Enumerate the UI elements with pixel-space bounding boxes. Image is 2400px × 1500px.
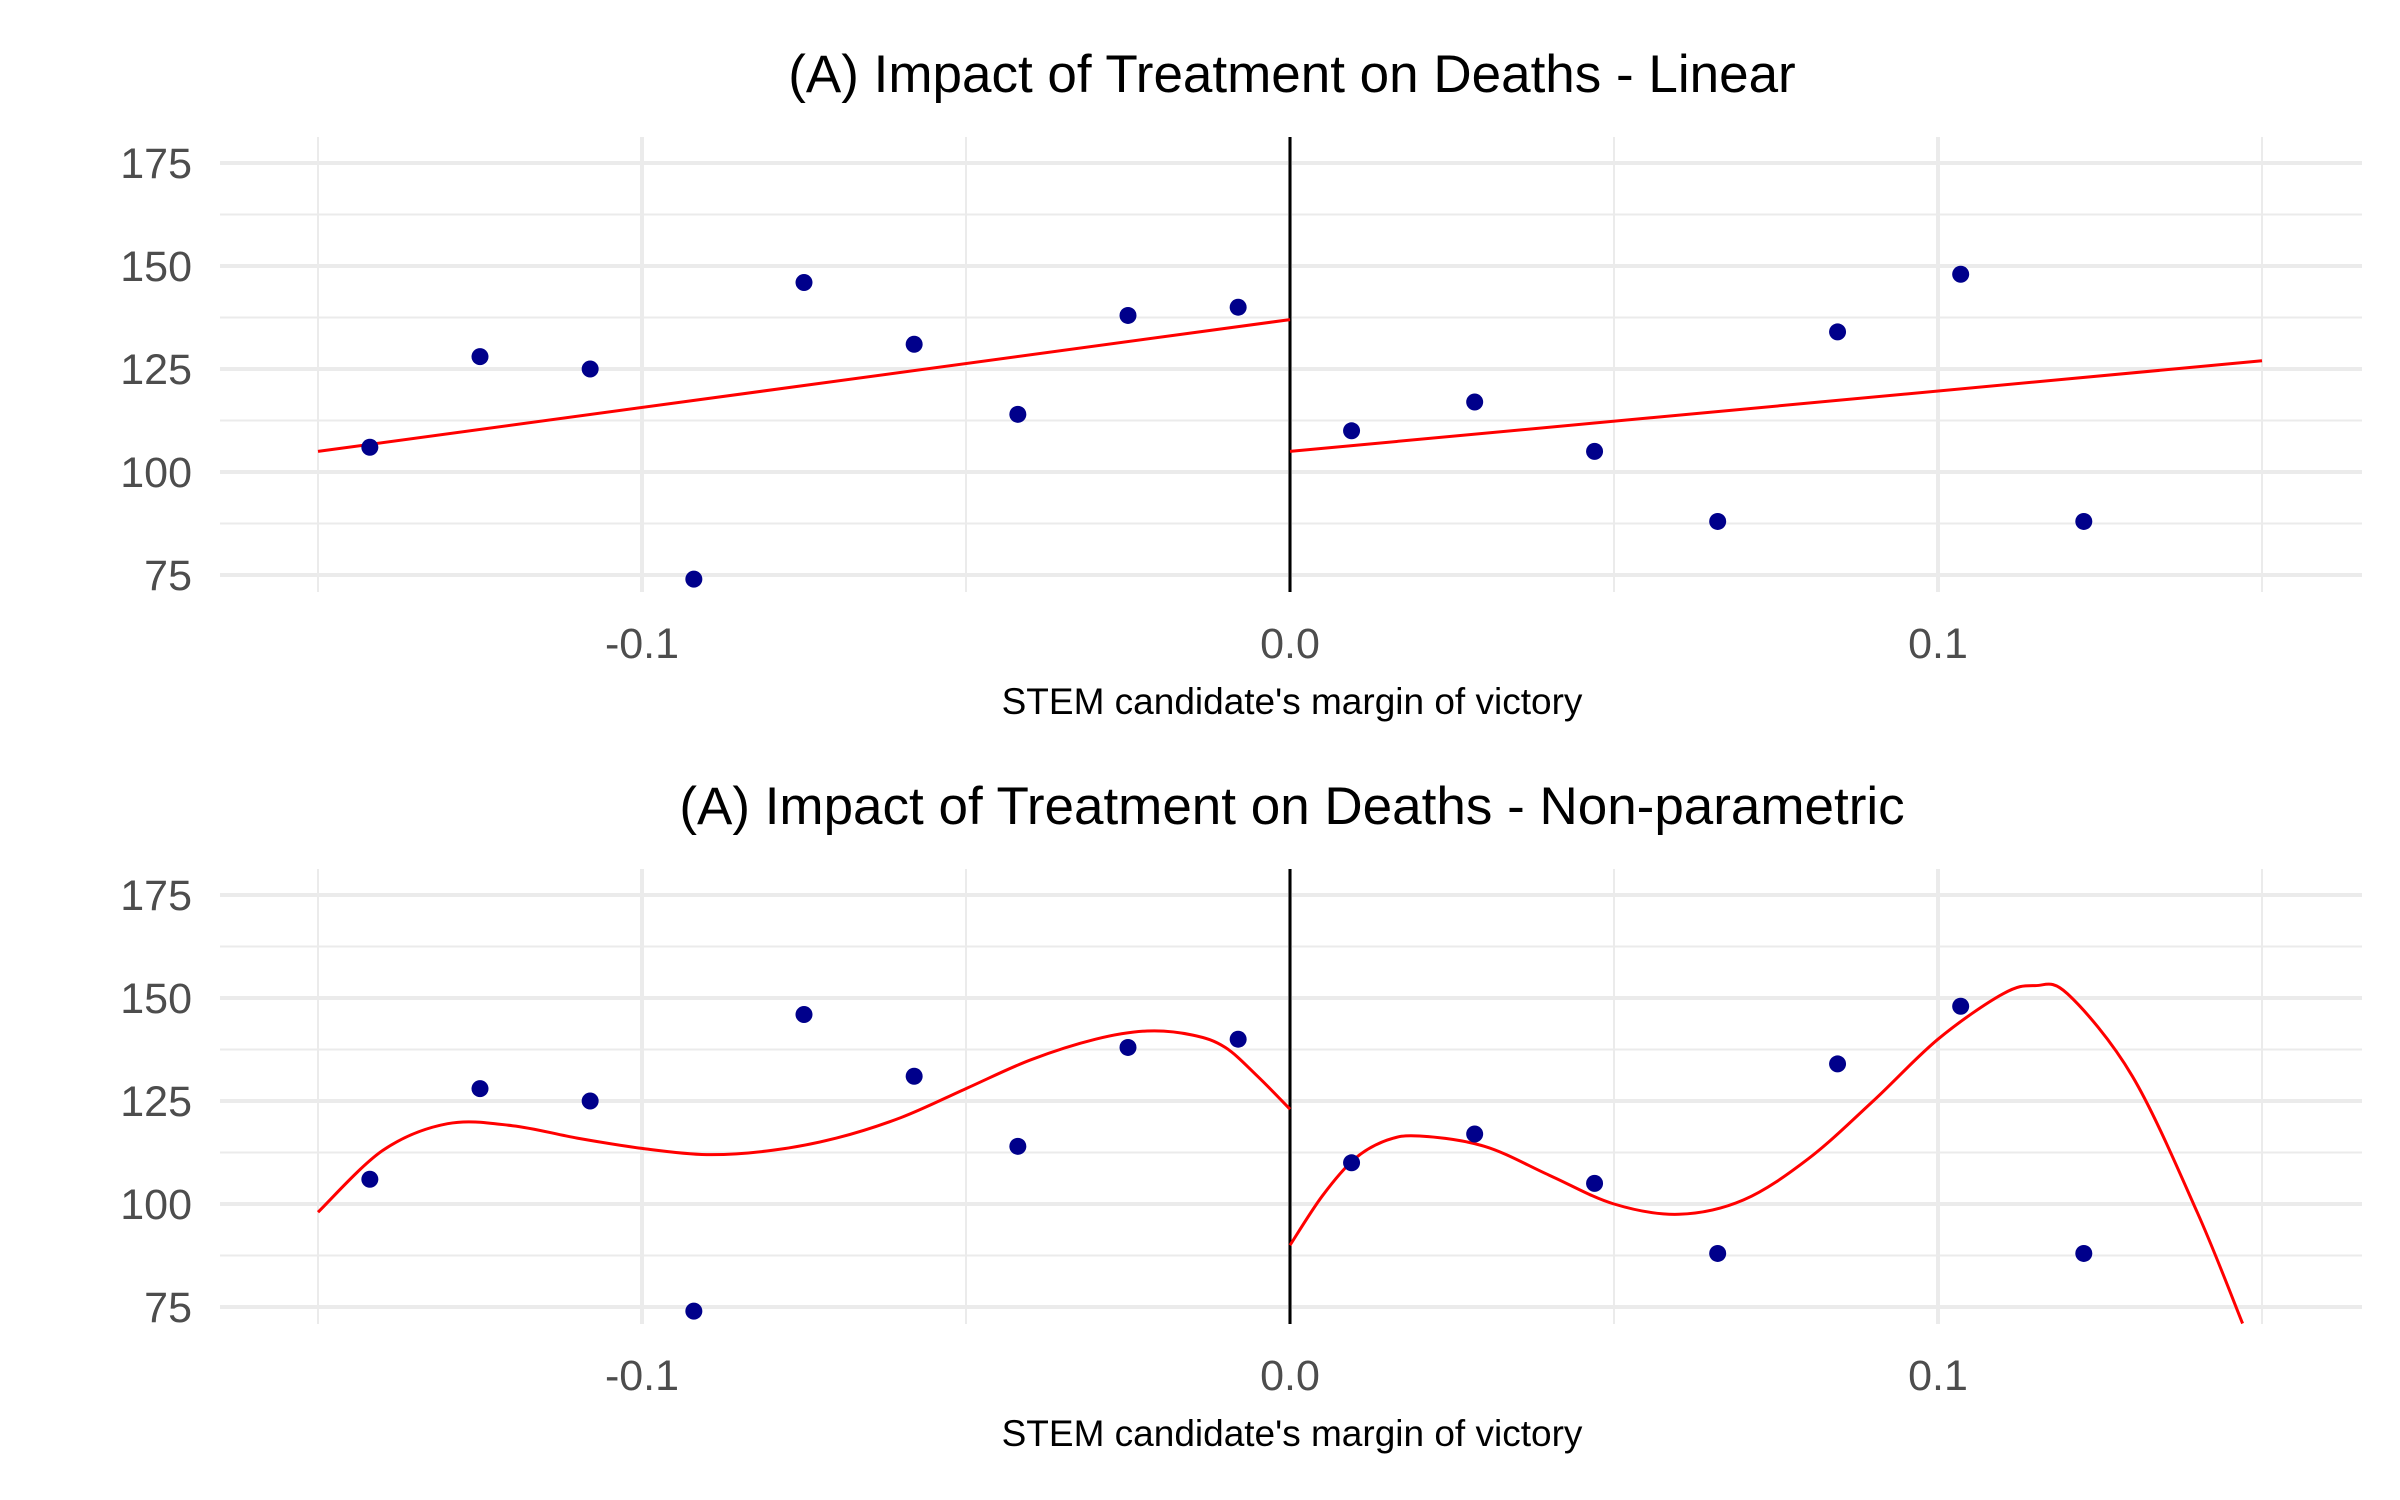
data-point bbox=[1466, 1125, 1484, 1143]
data-point bbox=[685, 1302, 703, 1320]
x-tick-label: -0.1 bbox=[605, 1352, 679, 1400]
data-point bbox=[1952, 997, 1970, 1015]
y-tick-label: 125 bbox=[120, 346, 192, 394]
plot-area: 75 100 125 150 175 -0.1 0.0 0.1 bbox=[120, 137, 2362, 668]
chart-title: (A) Impact of Treatment on Deaths - Non-… bbox=[679, 777, 1904, 836]
x-axis-label: STEM candidate's margin of victory bbox=[1002, 1413, 1583, 1454]
chart-panel-linear: (A) Impact of Treatment on Deaths - Line… bbox=[120, 45, 2362, 722]
data-point bbox=[1586, 1174, 1604, 1192]
fit-line-right bbox=[1289, 359, 2263, 453]
data-point bbox=[581, 360, 599, 378]
y-tick-label: 175 bbox=[120, 140, 192, 188]
data-point bbox=[361, 438, 379, 456]
x-tick-label: -0.1 bbox=[605, 620, 679, 668]
x-tick-label: 0.1 bbox=[1908, 1352, 1968, 1400]
x-axis-label: STEM candidate's margin of victory bbox=[1002, 681, 1583, 722]
data-point bbox=[1466, 393, 1484, 411]
data-point bbox=[1709, 512, 1727, 530]
data-point bbox=[1009, 1137, 1027, 1155]
data-point bbox=[1709, 1244, 1727, 1262]
data-point bbox=[1829, 323, 1847, 341]
data-point bbox=[471, 1080, 489, 1098]
fit-line-right bbox=[1288, 982, 2244, 1325]
y-tick-label: 125 bbox=[120, 1078, 192, 1126]
fit-line-left bbox=[317, 318, 1291, 453]
y-tick-label: 150 bbox=[120, 975, 192, 1023]
plot-area: 75 100 125 150 175 -0.1 0.0 0.1 bbox=[120, 869, 2362, 1400]
data-point bbox=[1829, 1055, 1847, 1073]
data-point bbox=[1586, 442, 1604, 460]
data-point bbox=[2075, 1244, 2093, 1262]
chart-panel-non-parametric: (A) Impact of Treatment on Deaths - Non-… bbox=[120, 777, 2362, 1454]
data-point bbox=[2075, 512, 2093, 530]
data-point bbox=[1952, 265, 1970, 283]
data-point bbox=[795, 273, 813, 291]
y-tick-label: 150 bbox=[120, 243, 192, 291]
data-point bbox=[1119, 306, 1137, 324]
y-tick-label: 100 bbox=[120, 1181, 192, 1229]
data-point bbox=[1229, 1030, 1247, 1048]
data-point bbox=[1009, 405, 1027, 423]
y-tick-label: 75 bbox=[144, 1284, 192, 1332]
chart-title: (A) Impact of Treatment on Deaths - Line… bbox=[788, 45, 1795, 104]
x-tick-label: 0.0 bbox=[1260, 620, 1320, 668]
data-point bbox=[905, 1067, 923, 1085]
data-point bbox=[1229, 298, 1247, 316]
y-tick-label: 100 bbox=[120, 449, 192, 497]
data-point bbox=[905, 335, 923, 353]
data-point bbox=[1343, 422, 1361, 440]
data-point bbox=[361, 1170, 379, 1188]
x-tick-label: 0.0 bbox=[1260, 1352, 1320, 1400]
y-tick-label: 75 bbox=[144, 552, 192, 600]
data-point bbox=[685, 570, 703, 588]
y-tick-label: 175 bbox=[120, 872, 192, 920]
data-point bbox=[795, 1005, 813, 1023]
x-tick-label: 0.1 bbox=[1908, 620, 1968, 668]
data-point bbox=[1343, 1154, 1361, 1172]
data-point bbox=[581, 1092, 599, 1110]
fit-line-left bbox=[316, 1029, 1292, 1214]
data-point bbox=[1119, 1038, 1137, 1056]
data-point bbox=[471, 348, 489, 366]
